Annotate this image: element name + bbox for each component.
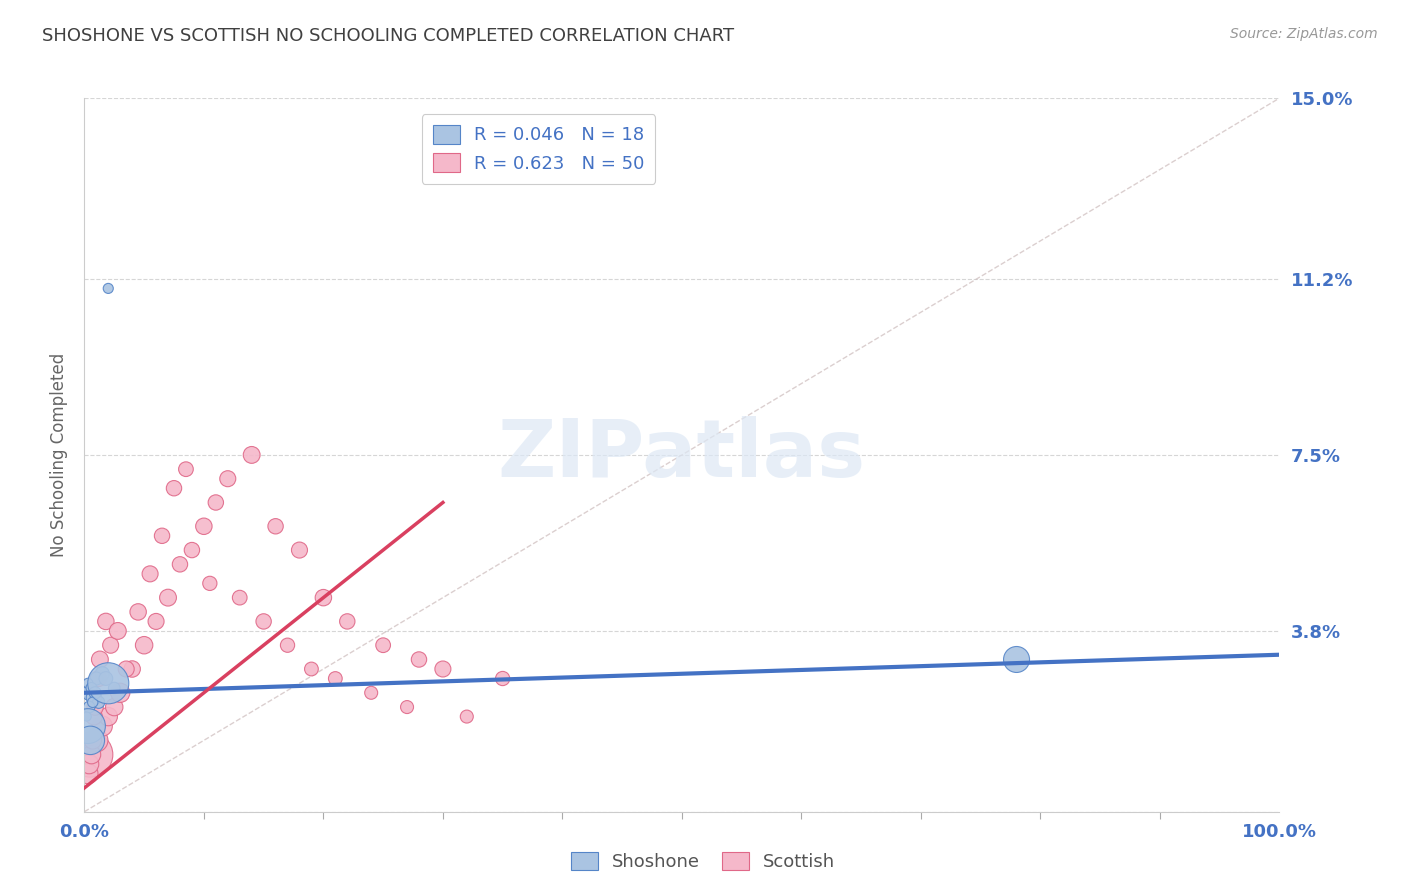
Point xyxy=(84,686,107,700)
Point xyxy=(180,543,202,558)
Point xyxy=(193,519,215,533)
Point xyxy=(77,719,100,733)
Point xyxy=(77,766,100,780)
Point xyxy=(79,747,101,762)
Point xyxy=(103,681,125,695)
Point xyxy=(240,448,263,462)
Point xyxy=(301,662,323,676)
Point xyxy=(115,662,138,676)
Point xyxy=(174,462,197,476)
Y-axis label: No Schooling Completed: No Schooling Completed xyxy=(49,353,67,557)
Point xyxy=(360,686,382,700)
Point xyxy=(253,615,276,629)
Point xyxy=(91,666,114,681)
Point xyxy=(132,638,156,652)
Point xyxy=(312,591,335,605)
Point xyxy=(121,662,143,676)
Point xyxy=(97,676,120,690)
Point xyxy=(163,481,186,495)
Point xyxy=(336,615,359,629)
Point xyxy=(264,519,287,533)
Point xyxy=(82,733,104,747)
Point xyxy=(94,615,117,629)
Point xyxy=(79,733,101,747)
Point xyxy=(77,757,100,772)
Point xyxy=(97,281,120,295)
Point xyxy=(76,709,98,723)
Point xyxy=(217,472,239,486)
Point xyxy=(89,652,111,666)
Point xyxy=(198,576,221,591)
Point xyxy=(276,638,298,652)
Point xyxy=(456,709,478,723)
Text: ZIPatlas: ZIPatlas xyxy=(498,416,866,494)
Point xyxy=(91,719,114,733)
Point xyxy=(432,662,454,676)
Point xyxy=(288,543,311,558)
Point xyxy=(84,700,107,714)
Point xyxy=(1005,652,1028,666)
Point xyxy=(228,591,250,605)
Point xyxy=(80,681,103,695)
Legend: R = 0.046   N = 18, R = 0.623   N = 50: R = 0.046 N = 18, R = 0.623 N = 50 xyxy=(422,114,655,184)
Point xyxy=(371,638,394,652)
Point xyxy=(82,695,104,709)
Text: Source: ZipAtlas.com: Source: ZipAtlas.com xyxy=(1230,27,1378,41)
Point xyxy=(169,558,191,572)
Point xyxy=(127,605,149,619)
Point xyxy=(87,672,110,686)
Point xyxy=(83,709,105,723)
Point xyxy=(83,690,105,705)
Point xyxy=(77,676,100,690)
Point xyxy=(94,672,117,686)
Point xyxy=(323,672,346,686)
Point xyxy=(145,615,167,629)
Point xyxy=(77,700,100,714)
Point xyxy=(80,747,103,762)
Legend: Shoshone, Scottish: Shoshone, Scottish xyxy=(564,845,842,879)
Point xyxy=(110,686,132,700)
Point xyxy=(150,529,173,543)
Point xyxy=(84,733,107,747)
Point xyxy=(139,566,162,581)
Text: SHOSHONE VS SCOTTISH NO SCHOOLING COMPLETED CORRELATION CHART: SHOSHONE VS SCOTTISH NO SCHOOLING COMPLE… xyxy=(42,27,734,45)
Point xyxy=(84,672,107,686)
Point xyxy=(396,700,419,714)
Point xyxy=(79,686,101,700)
Point xyxy=(87,695,110,709)
Point xyxy=(492,672,515,686)
Point xyxy=(103,700,125,714)
Point xyxy=(107,624,129,638)
Point xyxy=(205,495,228,509)
Point xyxy=(408,652,430,666)
Point xyxy=(100,638,122,652)
Point xyxy=(157,591,180,605)
Point xyxy=(97,709,120,723)
